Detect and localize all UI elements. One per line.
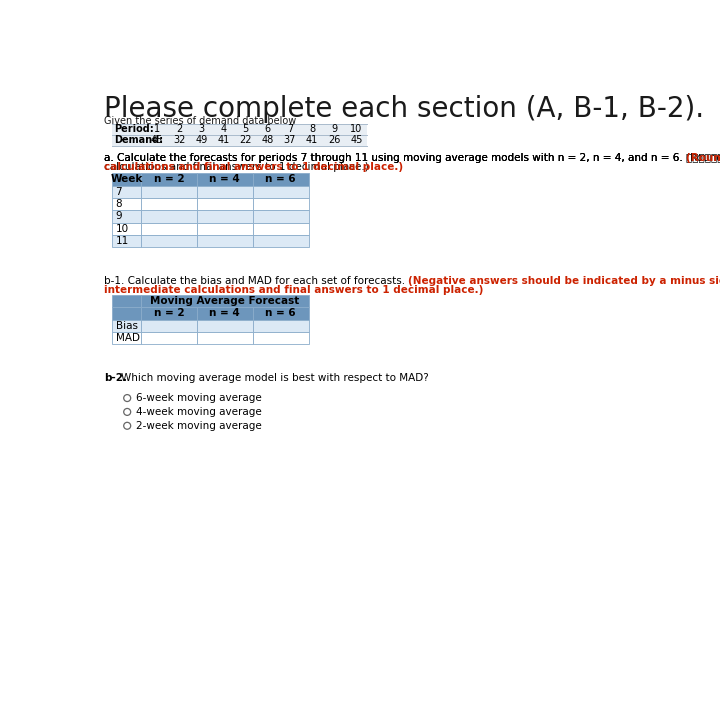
Bar (197, 210, 253, 222)
Text: 6: 6 (265, 125, 271, 135)
Text: 9: 9 (116, 211, 122, 221)
Circle shape (124, 422, 131, 429)
Bar (197, 186, 253, 198)
Bar (253, 307, 309, 320)
Text: n = 4: n = 4 (210, 308, 240, 318)
Text: 4: 4 (220, 125, 227, 135)
Text: MAD: MAD (116, 333, 140, 343)
Text: a. Calculate the forecasts for periods 7 through 11 using moving average models : a. Calculate the forecasts for periods 7… (104, 153, 720, 163)
Bar (112, 235, 141, 247)
Text: 6-week moving average: 6-week moving average (137, 393, 262, 403)
Text: 49: 49 (195, 135, 207, 145)
Bar (112, 332, 141, 344)
Text: Demand:: Demand: (114, 135, 163, 145)
Text: Period:: Period: (114, 125, 154, 135)
Text: 5: 5 (243, 125, 248, 135)
Text: n = 2: n = 2 (154, 174, 184, 184)
Text: 10: 10 (116, 224, 129, 234)
Text: calculations and final answers to 1 decimal place.): calculations and final answers to 1 deci… (104, 162, 369, 172)
Bar (197, 222, 253, 235)
Text: 11: 11 (116, 236, 129, 246)
Text: 9: 9 (331, 125, 337, 135)
Bar (253, 332, 309, 344)
Bar (112, 222, 141, 235)
Text: (Negative answers should be indicated by a minus sign. Round your: (Negative answers should be indicated by… (408, 276, 720, 286)
Text: b-1. Calculate the bias and MAD for each set of forecasts.: b-1. Calculate the bias and MAD for each… (104, 276, 408, 286)
Text: 4-week moving average: 4-week moving average (137, 407, 262, 417)
Text: Week: Week (110, 174, 143, 184)
Bar (253, 198, 309, 210)
Bar (141, 332, 197, 344)
Bar (141, 235, 197, 247)
Text: 8: 8 (116, 199, 122, 209)
Bar (112, 295, 141, 307)
Text: intermediate calculations and final answers to 1 decimal place.): intermediate calculations and final answ… (104, 285, 483, 295)
Text: 10: 10 (350, 125, 362, 135)
Bar (141, 198, 197, 210)
Bar (141, 173, 197, 186)
Text: 48: 48 (261, 135, 274, 145)
Text: a. Calculate the forecasts for periods 7 through 11 using moving average models : a. Calculate the forecasts for periods 7… (104, 153, 720, 163)
Bar (141, 320, 197, 332)
Bar (112, 124, 367, 145)
Bar (112, 198, 141, 210)
Text: Moving Average Forecast: Moving Average Forecast (150, 296, 300, 306)
Bar (141, 186, 197, 198)
Text: a. Calculate the forecasts for periods 7 through 11 using moving average models : a. Calculate the forecasts for periods 7… (104, 153, 686, 163)
Text: Which moving average model is best with respect to MAD?: Which moving average model is best with … (121, 373, 428, 384)
Text: 7: 7 (116, 187, 122, 197)
Bar (253, 186, 309, 198)
Bar (141, 307, 197, 320)
Text: 41: 41 (306, 135, 318, 145)
Text: Given the series of demand data below: Given the series of demand data below (104, 116, 296, 126)
Text: 22: 22 (239, 135, 252, 145)
Circle shape (124, 394, 131, 402)
Text: 1: 1 (154, 125, 160, 135)
Text: 32: 32 (173, 135, 185, 145)
Text: Bias: Bias (116, 320, 138, 330)
Text: 7: 7 (287, 125, 293, 135)
Bar (112, 173, 141, 186)
Bar (197, 235, 253, 247)
Bar (197, 198, 253, 210)
Bar (253, 222, 309, 235)
Circle shape (124, 409, 131, 415)
Bar (197, 332, 253, 344)
Text: n = 6: n = 6 (266, 174, 296, 184)
Text: n = 4: n = 4 (210, 174, 240, 184)
Text: 37: 37 (284, 135, 296, 145)
Bar (253, 210, 309, 222)
Bar (253, 173, 309, 186)
Text: 2: 2 (176, 125, 182, 135)
Bar (141, 295, 309, 307)
Bar (112, 320, 141, 332)
Bar (253, 235, 309, 247)
Bar (197, 307, 253, 320)
Text: b-2.: b-2. (104, 373, 127, 384)
Bar (197, 173, 253, 186)
Text: 2-week moving average: 2-week moving average (137, 421, 262, 431)
Bar (141, 222, 197, 235)
Text: 45: 45 (350, 135, 363, 145)
Text: 26: 26 (328, 135, 341, 145)
Text: n = 6: n = 6 (266, 308, 296, 318)
Text: 3: 3 (198, 125, 204, 135)
Text: n = 2: n = 2 (154, 308, 184, 318)
Bar (197, 320, 253, 332)
Text: 8: 8 (309, 125, 315, 135)
Bar (112, 186, 141, 198)
Text: (Round your intermediate: (Round your intermediate (686, 153, 720, 163)
Bar (253, 320, 309, 332)
Text: 45: 45 (150, 135, 163, 145)
Bar (112, 210, 141, 222)
Text: calculations and final answers to 1 decimal place.): calculations and final answers to 1 deci… (104, 162, 403, 172)
Text: Please complete each section (A, B-1, B-2).: Please complete each section (A, B-1, B-… (104, 95, 704, 122)
Bar (141, 210, 197, 222)
Text: 41: 41 (217, 135, 230, 145)
Bar (112, 307, 141, 320)
